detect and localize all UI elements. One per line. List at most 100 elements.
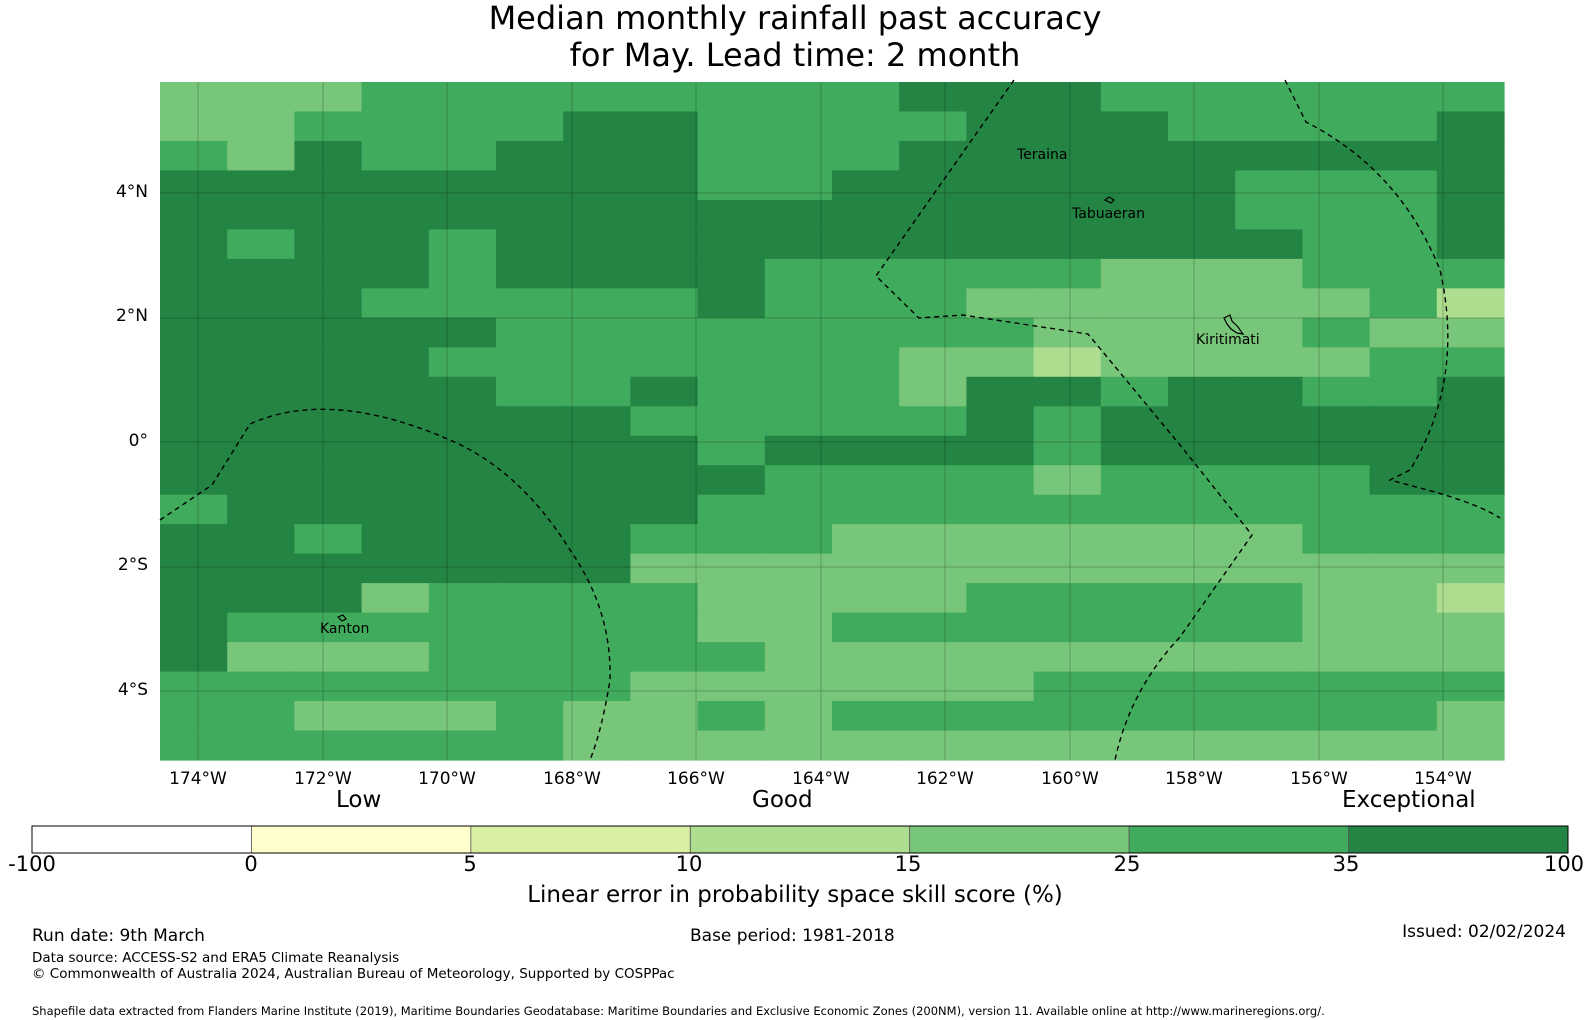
grid-cell <box>227 199 295 230</box>
colorbar-segment <box>1128 825 1349 854</box>
grid-cell <box>1436 140 1505 172</box>
grid-cell <box>160 553 228 584</box>
grid-cell <box>1302 730 1371 761</box>
grid-cell <box>966 583 1035 614</box>
grid-cell <box>361 583 430 614</box>
grid-cell <box>294 199 363 230</box>
grid-cell <box>697 140 766 172</box>
grid-cell <box>1369 347 1438 378</box>
grid-cell <box>630 199 699 230</box>
grid-cell <box>361 406 430 437</box>
grid-cell <box>160 288 228 319</box>
grid-cell <box>966 642 1035 673</box>
grid-cell <box>1436 494 1505 525</box>
skill-grid <box>160 82 1505 761</box>
grid-cell <box>1436 553 1505 584</box>
grid-cell <box>428 465 497 496</box>
grid-cell <box>966 671 1035 702</box>
grid-cell <box>1168 406 1236 437</box>
grid-cell <box>966 465 1035 496</box>
grid-cell <box>294 730 363 761</box>
grid-cell <box>966 317 1035 348</box>
grid-cell <box>1235 317 1303 348</box>
grid-cell <box>1436 583 1505 614</box>
grid-cell <box>1100 258 1169 289</box>
grid-cell <box>227 288 295 319</box>
grid-cell <box>1100 583 1169 614</box>
grid-cell <box>563 111 631 142</box>
grid-cell <box>966 494 1035 525</box>
grid-cell <box>1436 612 1505 643</box>
grid-cell <box>563 730 631 761</box>
grid-cell <box>966 199 1035 230</box>
grid-cell <box>361 347 430 378</box>
colorbar-tick-15: 15 <box>894 852 922 876</box>
grid-cell <box>1436 376 1505 407</box>
grid-cell <box>496 701 564 732</box>
grid-cell <box>428 612 497 643</box>
grid-cell <box>697 642 766 673</box>
grid-cell <box>227 730 295 761</box>
grid-cell <box>428 111 497 142</box>
grid-cell <box>361 229 430 260</box>
grid-cell <box>227 258 295 289</box>
grid-cell <box>1369 671 1438 702</box>
grid-cell <box>1033 317 1102 348</box>
grid-cell <box>1436 730 1505 761</box>
grid-cell <box>1369 701 1438 732</box>
grid-cell <box>160 229 228 260</box>
grid-cell <box>1369 524 1438 555</box>
grid-cell <box>496 730 564 761</box>
grid-cell <box>630 406 699 437</box>
base-period: Base period: 1981-2018 <box>690 926 895 946</box>
grid-cell <box>160 671 228 702</box>
grid-cell <box>563 465 631 496</box>
grid-cell <box>294 435 363 466</box>
grid-cell <box>1369 642 1438 673</box>
grid-cell <box>1033 465 1102 496</box>
grid-cell <box>361 111 430 142</box>
grid-cell <box>1369 730 1438 761</box>
colorbar-tick-5: 5 <box>463 852 477 876</box>
grid-cell <box>1235 730 1303 761</box>
grid-cell <box>697 435 766 466</box>
grid-cell <box>832 140 900 172</box>
grid-cell <box>899 465 967 496</box>
grid-cell <box>1436 435 1505 466</box>
grid-cell <box>1302 524 1371 555</box>
grid-cell <box>764 406 833 437</box>
grid-cell <box>1100 288 1169 319</box>
grid-cell <box>1033 288 1102 319</box>
grid-cell <box>160 82 228 113</box>
grid-cell <box>1436 671 1505 702</box>
grid-cell <box>630 317 699 348</box>
grid-cell <box>1369 465 1438 496</box>
grid-cell <box>630 435 699 466</box>
grid-cell <box>764 730 833 761</box>
grid-cell <box>1033 170 1102 201</box>
grid-cell <box>160 258 228 289</box>
grid-cell <box>1100 465 1169 496</box>
grid-cell <box>1302 406 1371 437</box>
eez-boundaries <box>159 79 1501 761</box>
grid-cell <box>563 82 631 113</box>
grid-cell <box>1168 642 1236 673</box>
grid-cell <box>428 583 497 614</box>
grid-cell <box>899 642 967 673</box>
grid-cell <box>294 111 363 142</box>
grid-cell <box>1436 111 1505 142</box>
grid-cell <box>428 347 497 378</box>
grid-cell <box>1168 494 1236 525</box>
shapefile-credit: Shapefile data extracted from Flanders M… <box>32 1004 1325 1018</box>
grid-cell <box>1369 140 1438 172</box>
grid-cell <box>832 435 900 466</box>
grid-cell <box>428 170 497 201</box>
grid-cell <box>1168 140 1236 172</box>
grid-cell <box>1100 701 1169 732</box>
grid-cell <box>1302 583 1371 614</box>
grid-cell <box>1369 583 1438 614</box>
grid-cell <box>1100 435 1169 466</box>
grid-cell <box>496 317 564 348</box>
grid-cell <box>428 494 497 525</box>
grid-cell <box>832 465 900 496</box>
